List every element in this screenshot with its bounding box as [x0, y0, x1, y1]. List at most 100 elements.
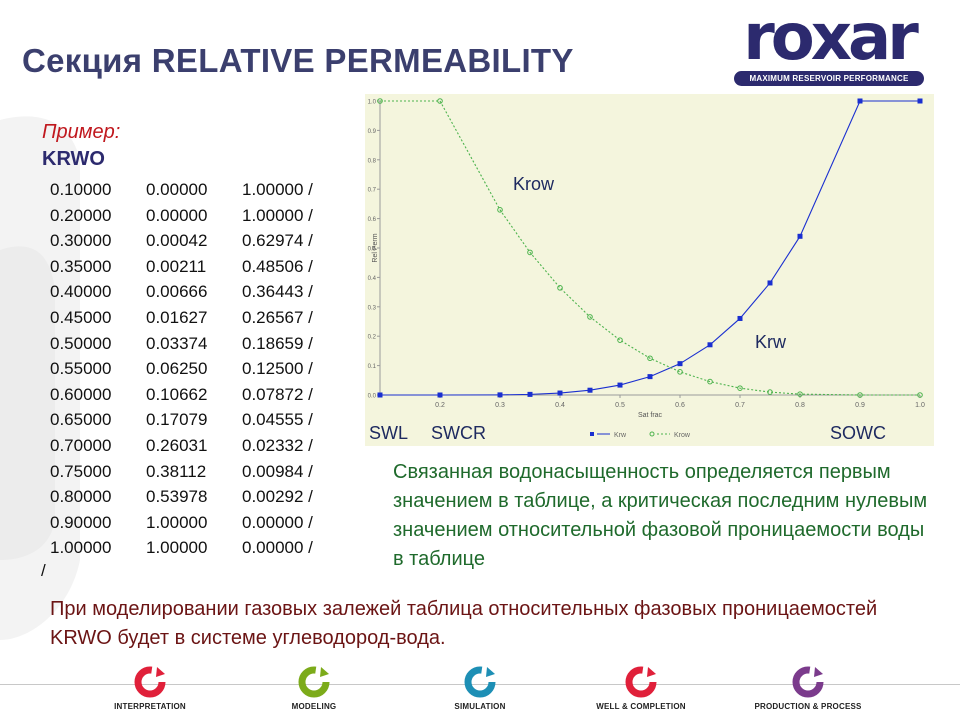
y-tick-label: 0.3: [368, 305, 377, 311]
krwo-cell: 1.00000: [50, 538, 112, 558]
logo-tagline: MAXIMUM RESERVOIR PERFORMANCE: [734, 71, 924, 86]
x-axis-label: Sat frac: [638, 412, 663, 419]
data-point-krow: [497, 207, 503, 213]
krwo-cell: 0.00042: [146, 231, 208, 251]
krwo-cell: 0.48506 /: [242, 256, 313, 276]
y-tick-label: 0.1: [368, 364, 377, 370]
krwo-cell: 0.00211: [146, 256, 207, 276]
data-point-krw: [767, 280, 773, 286]
krwo-cell: 0.18659 /: [242, 333, 313, 353]
krwo-row: 1.00000 1.00000 0.00000 /: [50, 535, 322, 561]
krwo-cell: 0.00000: [146, 180, 208, 199]
krwo-cell: 0.45000: [50, 307, 112, 327]
data-point-krw: [617, 382, 623, 388]
data-point-krow: [587, 314, 593, 320]
krwo-row: 0.65000 0.17079 0.04555 /: [50, 407, 322, 433]
krwo-cell: 0.04555 /: [242, 410, 313, 430]
krwo-cell: 0.20000: [50, 205, 112, 225]
footer-label[interactable]: INTERPRETATION: [114, 702, 186, 711]
chart-svg: 0.2 0.3 0.4 0.5 0.6 0.7 0.8 0.9 1.0 0.0 0.1 0.2 0.3 0…: [368, 98, 925, 439]
krwo-cell: 0.00000 /: [242, 512, 313, 532]
footer-cycle-icon[interactable]: [462, 664, 498, 700]
legend-marker-krw: [590, 432, 594, 436]
data-point-krw: [557, 390, 563, 396]
y-tick-label: 0.6: [368, 217, 377, 223]
krw-annotation: Krw: [755, 332, 786, 352]
series-line-krw: [380, 100, 920, 396]
data-point-krow: [377, 98, 383, 104]
data-point-krw: [587, 387, 593, 393]
krwo-keyword: KRWO: [42, 148, 105, 170]
data-point-krw: [647, 374, 653, 380]
krwo-cell: 0.03374: [146, 333, 208, 353]
krwo-row: 0.90000 1.00000 0.00000 /: [50, 510, 322, 536]
x-tick-label: 0.5: [615, 402, 625, 409]
footer-cycle-icon[interactable]: [296, 664, 332, 700]
y-tick-label: 0.7: [368, 188, 377, 194]
krwo-cell: 1.00000: [146, 538, 208, 558]
krwo-cell: 0.10000: [50, 180, 112, 199]
krwo-row: 0.35000 0.00211 0.48506 /: [50, 254, 322, 280]
krwo-cell: 0.35000: [50, 256, 112, 276]
data-point-krw: [437, 392, 443, 398]
data-point-krw: [857, 98, 863, 104]
data-point-krow: [737, 385, 743, 391]
data-point-krow: [647, 355, 653, 362]
x-tick-label: 0.9: [855, 402, 865, 409]
x-tick-label: 0.6: [675, 402, 685, 409]
footer-label[interactable]: WELL & COMPLETION: [596, 702, 686, 711]
krwo-row: 0.55000 0.06250 0.12500 /: [50, 356, 322, 382]
y-axis-label: Rel Perm: [372, 233, 379, 262]
krwo-row: 0.30000 0.00042 0.62974 /: [50, 228, 322, 254]
footer-cycle-icon[interactable]: [790, 664, 826, 700]
data-point-krow: [617, 337, 623, 343]
krwo-cell: 0.80000: [50, 487, 112, 507]
krwo-cell: 0.30000: [50, 231, 112, 251]
x-tick-label: 0.8: [795, 402, 805, 409]
krwo-row: 0.10000 0.00000 1.00000 /: [50, 177, 322, 203]
krwo-cell: 0.90000: [50, 512, 112, 532]
krwo-row: 0.70000 0.26031 0.02332 /: [50, 433, 322, 459]
sowc-annotation: SOWC: [830, 423, 886, 443]
legend-label-krow: Krow: [674, 432, 691, 439]
example-label: Пример:: [42, 121, 121, 143]
data-point-krw: [797, 233, 803, 239]
krwo-cell: 0.36443 /: [242, 282, 313, 302]
data-point-krw: [707, 342, 713, 348]
data-point-krow: [857, 392, 863, 398]
footer-label[interactable]: MODELING: [291, 702, 337, 711]
x-tick-label: 1.0: [915, 402, 925, 409]
slide-title: Секция RELATIVE PERMEABILITY: [22, 42, 574, 79]
krwo-cell: 0.53978: [146, 487, 208, 507]
data-point-krow: [917, 392, 923, 398]
data-point-krw: [917, 98, 923, 104]
krwo-cell: 0.10662: [146, 384, 208, 404]
footer-label[interactable]: PRODUCTION & PROCESS: [754, 702, 862, 711]
explanation-text: Связанная водонасыщенность определяется …: [393, 461, 928, 570]
krwo-row: 0.60000 0.10662 0.07872 /: [50, 382, 322, 408]
data-point-krow: [767, 389, 773, 395]
gas-note: При моделировании газовых залежей таблиц…: [50, 598, 878, 649]
krwo-cell: 0.01627: [146, 307, 208, 327]
krwo-cell: 0.17079: [146, 410, 208, 430]
krwo-row: 0.50000 0.03374 0.18659 /: [50, 331, 322, 357]
footer-label[interactable]: SIMULATION: [454, 702, 506, 711]
krwo-cell: 0.75000: [50, 461, 112, 481]
logo-wordmark: roxar: [743, 1, 919, 75]
x-tick-label: 0.7: [735, 402, 745, 409]
krwo-cell: 0.06250: [146, 359, 208, 379]
krwo-cell: 1.00000 /: [242, 180, 313, 199]
data-point-krw: [737, 315, 743, 321]
y-tick-label: 0.5: [368, 247, 377, 253]
footer-cycle-icon[interactable]: [132, 664, 168, 700]
data-point-krow: [797, 391, 803, 397]
y-tick-label: 0.0: [368, 394, 377, 400]
footer-cycle-icon[interactable]: [623, 664, 659, 700]
krow-annotation: Krow: [513, 174, 555, 194]
y-tick-label: 0.2: [368, 335, 377, 341]
krwo-cell: 0.00000: [146, 205, 208, 225]
krwo-cell: 0.70000: [50, 435, 112, 455]
y-tick-label: 0.9: [368, 129, 377, 135]
krwo-cell: 0.62974 /: [242, 231, 313, 251]
